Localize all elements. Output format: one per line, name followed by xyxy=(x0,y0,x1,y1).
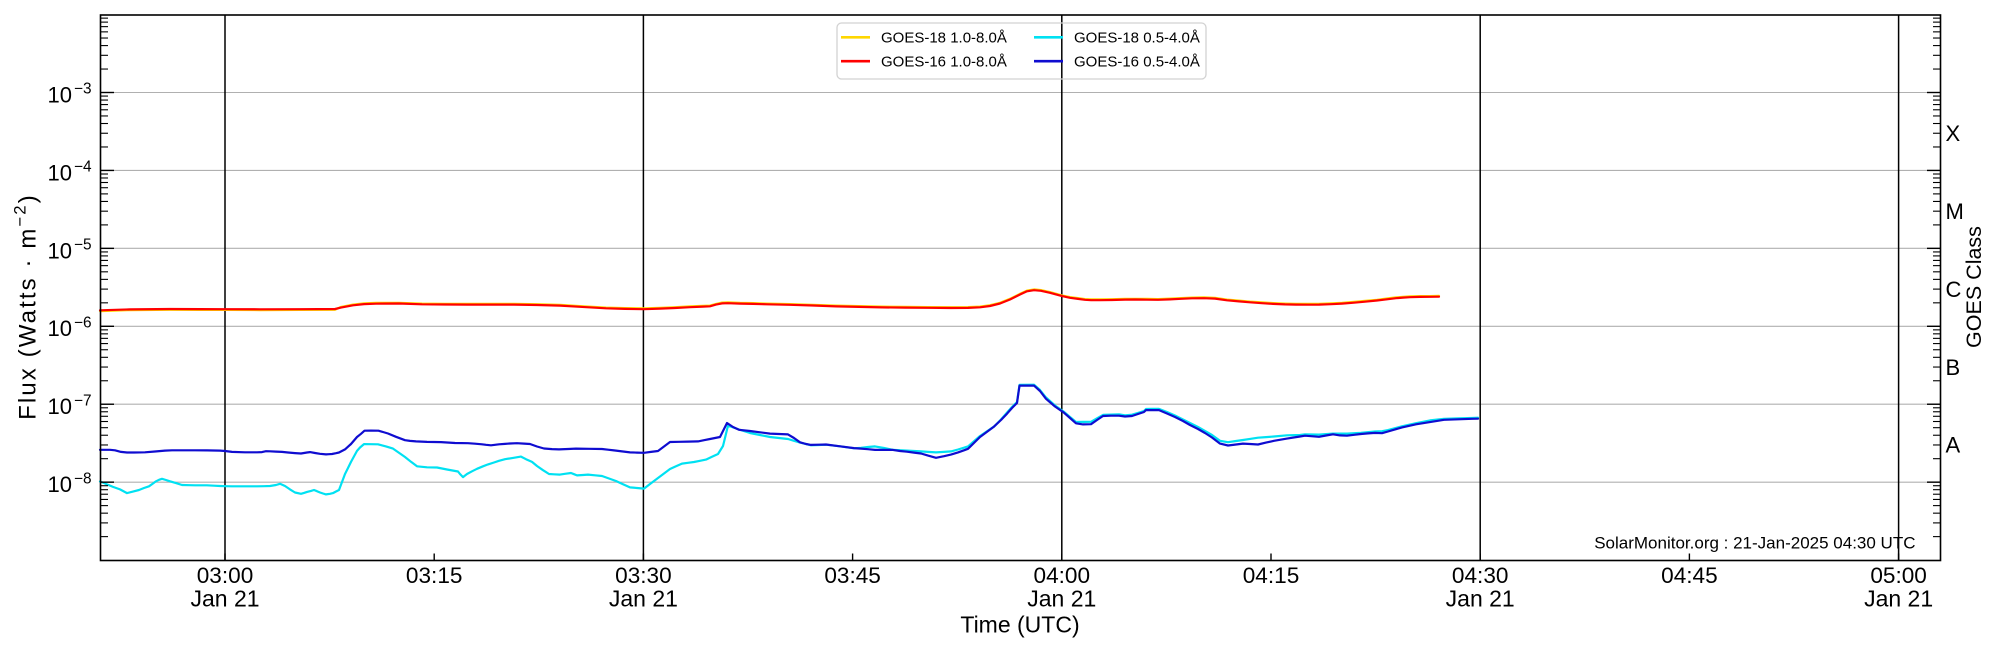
svg-text:Jan 21: Jan 21 xyxy=(1864,586,1933,612)
svg-text:03:30: 03:30 xyxy=(615,563,672,588)
svg-text:GOES Class: GOES Class xyxy=(1962,226,1986,348)
svg-text:Jan 21: Jan 21 xyxy=(1027,586,1096,612)
svg-text:GOES-18 0.5-4.0Å: GOES-18 0.5-4.0Å xyxy=(1074,30,1200,47)
svg-text:GOES-18 1.0-8.0Å: GOES-18 1.0-8.0Å xyxy=(881,30,1007,47)
svg-text:04:00: 04:00 xyxy=(1034,563,1091,588)
svg-text:Jan 21: Jan 21 xyxy=(1446,586,1515,612)
svg-text:Flux (Watts · m−2): Flux (Watts · m−2) xyxy=(11,193,42,420)
svg-text:Time (UTC): Time (UTC) xyxy=(960,612,1079,638)
svg-text:10: 10 xyxy=(48,472,72,497)
svg-text:04:15: 04:15 xyxy=(1243,563,1300,588)
svg-text:C: C xyxy=(1946,277,1962,302)
svg-text:B: B xyxy=(1946,355,1961,380)
svg-text:X: X xyxy=(1946,121,1961,146)
svg-text:−5: −5 xyxy=(74,237,92,254)
svg-text:Jan 21: Jan 21 xyxy=(190,586,259,612)
svg-text:−4: −4 xyxy=(74,159,92,176)
svg-text:03:00: 03:00 xyxy=(197,563,254,588)
svg-text:10: 10 xyxy=(48,160,72,185)
svg-text:A: A xyxy=(1946,433,1961,458)
svg-text:03:45: 03:45 xyxy=(824,563,881,588)
svg-text:M: M xyxy=(1946,199,1964,224)
svg-text:−8: −8 xyxy=(74,470,92,487)
svg-text:10: 10 xyxy=(48,394,72,419)
svg-text:10: 10 xyxy=(48,316,72,341)
svg-text:10: 10 xyxy=(48,82,72,107)
svg-text:04:45: 04:45 xyxy=(1661,563,1718,588)
svg-text:−3: −3 xyxy=(74,81,92,98)
svg-text:SolarMonitor.org : 21-Jan-2025: SolarMonitor.org : 21-Jan-2025 04:30 UTC xyxy=(1594,534,1915,553)
svg-text:Jan 21: Jan 21 xyxy=(609,586,678,612)
svg-text:10: 10 xyxy=(48,238,72,263)
svg-text:05:00: 05:00 xyxy=(1870,563,1927,588)
svg-text:GOES-16 1.0-8.0Å: GOES-16 1.0-8.0Å xyxy=(881,54,1007,71)
svg-text:−6: −6 xyxy=(74,315,92,332)
svg-text:04:30: 04:30 xyxy=(1452,563,1509,588)
svg-text:−7: −7 xyxy=(74,392,92,409)
svg-text:GOES-16 0.5-4.0Å: GOES-16 0.5-4.0Å xyxy=(1074,54,1200,71)
svg-text:03:15: 03:15 xyxy=(406,563,463,588)
